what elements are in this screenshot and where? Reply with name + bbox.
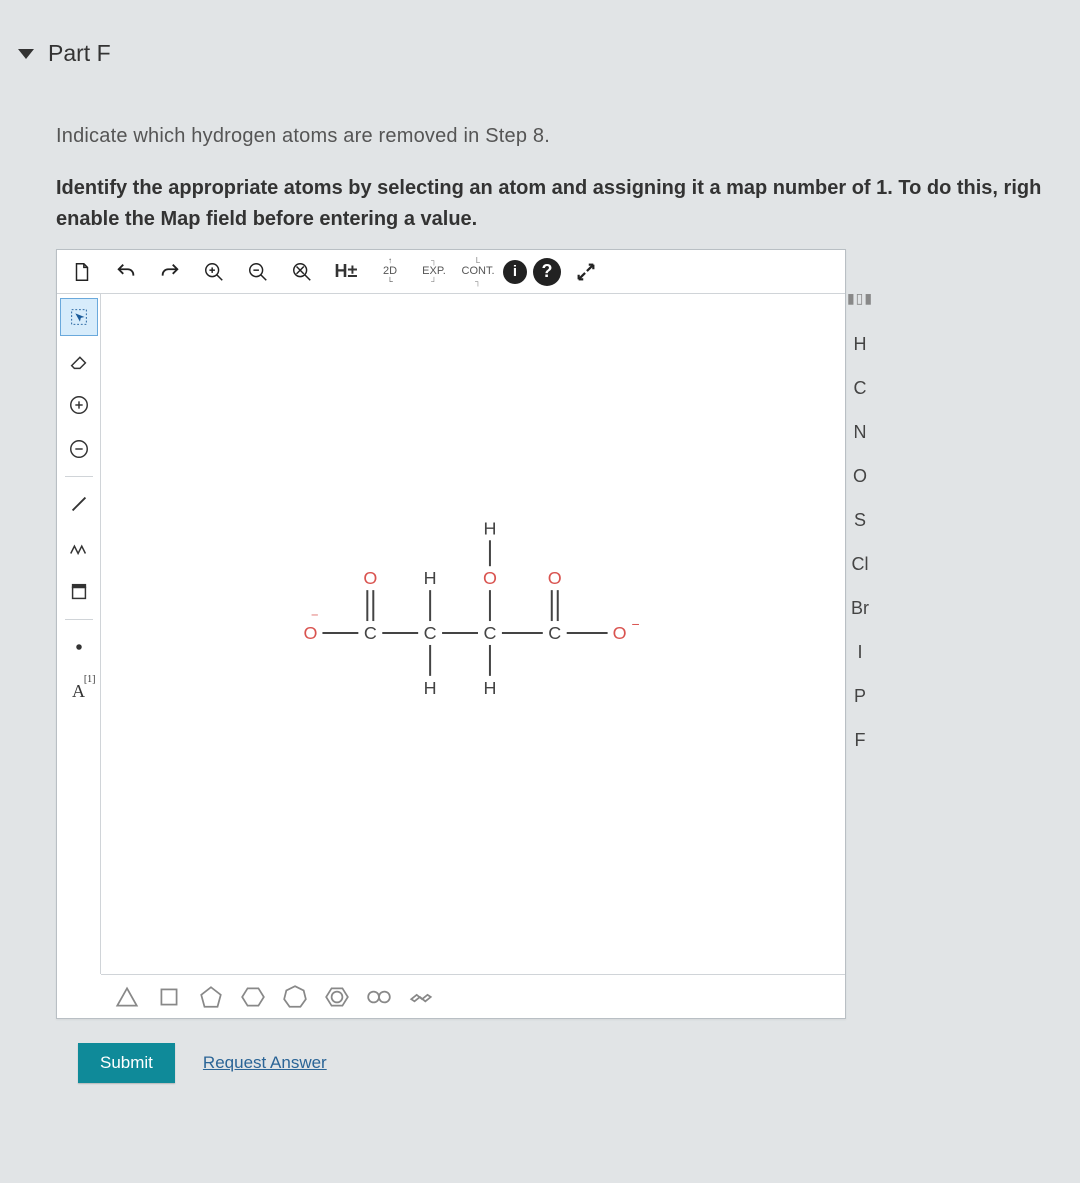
submit-button[interactable]: Submit <box>78 1043 175 1083</box>
expand-label: EXP. <box>422 265 446 277</box>
ring-benzene-button[interactable] <box>321 981 353 1013</box>
eraser-tool[interactable] <box>60 342 98 380</box>
chain-tool[interactable] <box>60 529 98 567</box>
svg-text:H: H <box>483 518 496 538</box>
expand-button[interactable]: ┐ EXP. ┘ <box>415 254 453 290</box>
ring-chair-button[interactable] <box>405 981 437 1013</box>
drawing-canvas[interactable]: O⁻COCHHCOHHCOO− <box>101 294 845 974</box>
zoom-out-button[interactable] <box>239 254 277 290</box>
element-Br-button[interactable]: Br <box>840 598 880 626</box>
collapse-caret-icon[interactable] <box>18 49 34 59</box>
ring-hexagon-button[interactable] <box>237 981 269 1013</box>
periodic-table-button[interactable]: ▮▯▮ <box>840 290 880 318</box>
toolbar-separator <box>65 476 93 477</box>
svg-text:⁻: ⁻ <box>310 610 318 627</box>
ring-heptagon-button[interactable] <box>279 981 311 1013</box>
top-toolbar: H± ↑ 2D └ ┐ EXP. ┘ L CONT. ┐ i ? <box>57 250 845 294</box>
info-icon: i <box>513 263 517 280</box>
view-2d-button[interactable]: ↑ 2D └ <box>371 254 409 290</box>
ring-triangle-button[interactable] <box>111 981 143 1013</box>
svg-text:C: C <box>483 623 496 643</box>
redo-button[interactable] <box>151 254 189 290</box>
charge-plus-tool[interactable] <box>60 386 98 424</box>
zoom-in-button[interactable] <box>195 254 233 290</box>
svg-text:−: − <box>632 616 640 632</box>
svg-text:O: O <box>613 623 627 643</box>
ring-benzene-alt-button[interactable] <box>363 981 395 1013</box>
zoom-fit-button[interactable] <box>283 254 321 290</box>
svg-text:C: C <box>424 623 437 643</box>
template-tool[interactable] <box>60 573 98 611</box>
element-F-button[interactable]: F <box>840 730 880 758</box>
map-tool[interactable]: A [1] <box>60 672 98 710</box>
map-tool-sup: [1] <box>84 674 96 685</box>
instruction-line-3: enable the Map field before entering a v… <box>56 208 1080 231</box>
svg-text:O: O <box>548 568 562 588</box>
view-2d-label: 2D <box>383 265 397 277</box>
element-C-button[interactable]: C <box>840 378 880 406</box>
contract-label: CONT. <box>462 265 495 277</box>
toolbar-separator <box>65 619 93 620</box>
element-H-button[interactable]: H <box>840 334 880 362</box>
request-answer-link[interactable]: Request Answer <box>203 1053 327 1073</box>
element-P-button[interactable]: P <box>840 686 880 714</box>
info-button[interactable]: i <box>503 260 527 284</box>
help-button[interactable]: ? <box>533 258 561 286</box>
ring-square-button[interactable] <box>153 981 185 1013</box>
part-title: Part F <box>48 40 111 67</box>
submit-row: Submit Request Answer <box>78 1043 1080 1083</box>
element-O-button[interactable]: O <box>840 466 880 494</box>
svg-text:O: O <box>483 568 497 588</box>
svg-text:O: O <box>363 568 377 588</box>
svg-text:C: C <box>548 623 561 643</box>
bond-tool[interactable] <box>60 485 98 523</box>
element-N-button[interactable]: N <box>840 422 880 450</box>
svg-text:H: H <box>424 678 437 698</box>
svg-text:H: H <box>483 678 496 698</box>
select-tool[interactable] <box>60 298 98 336</box>
part-header[interactable]: Part F <box>18 40 1080 67</box>
instruction-line-1: Indicate which hydrogen atoms are remove… <box>56 125 1080 148</box>
undo-button[interactable] <box>107 254 145 290</box>
svg-text:H: H <box>424 568 437 588</box>
new-document-button[interactable] <box>63 254 101 290</box>
instruction-line-2: Identify the appropriate atoms by select… <box>56 174 1080 202</box>
element-I-button[interactable]: I <box>840 642 880 670</box>
ring-pentagon-button[interactable] <box>195 981 227 1013</box>
dot-tool[interactable] <box>60 628 98 666</box>
bottom-toolbar <box>101 974 845 1018</box>
hydrogen-toggle-button[interactable]: H± <box>327 261 365 282</box>
svg-text:C: C <box>364 623 377 643</box>
help-icon: ? <box>542 261 553 282</box>
charge-minus-tool[interactable] <box>60 430 98 468</box>
element-S-button[interactable]: S <box>840 510 880 538</box>
element-panel: ▮▯▮ H C N O S Cl Br I P F <box>830 290 890 758</box>
structure-editor: H± ↑ 2D └ ┐ EXP. ┘ L CONT. ┐ i ? <box>56 249 846 1019</box>
contract-button[interactable]: L CONT. ┐ <box>459 254 497 290</box>
element-Cl-button[interactable]: Cl <box>840 554 880 582</box>
fullscreen-button[interactable] <box>567 254 605 290</box>
left-toolbar: A [1] <box>57 294 101 974</box>
